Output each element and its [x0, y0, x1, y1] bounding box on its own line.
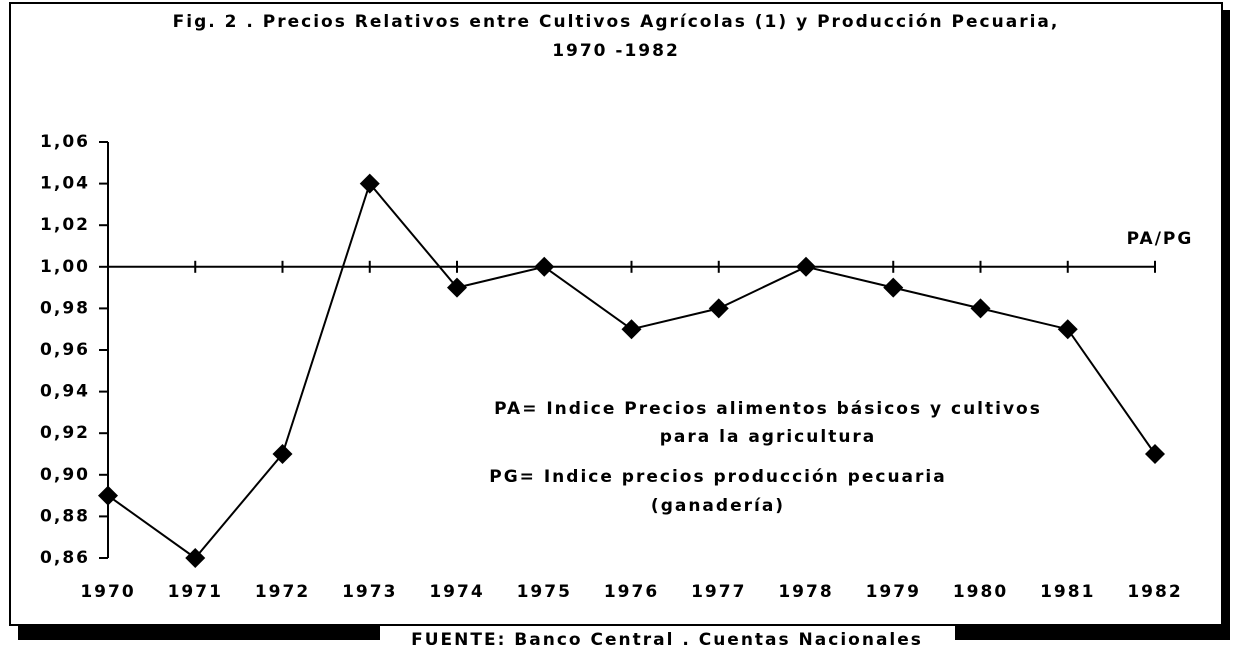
- y-tick-label: 1,04: [40, 174, 90, 194]
- source-gap: [380, 626, 955, 653]
- chart-title: 1970 -1982: [552, 41, 680, 61]
- x-tick-label: 1975: [517, 582, 572, 602]
- marker: [883, 277, 904, 298]
- x-tick-label: 1981: [1040, 582, 1095, 602]
- x-tick-label: 1972: [255, 582, 310, 602]
- annotation: PA= Indice Precios alimentos básicos y c…: [494, 399, 1042, 419]
- marker: [185, 548, 206, 568]
- annotation: (ganadería): [651, 496, 785, 516]
- y-tick-label: 0,90: [40, 465, 90, 485]
- x-tick-label: 1978: [778, 582, 833, 602]
- marker: [1057, 319, 1078, 340]
- x-tick-label: 1980: [953, 582, 1008, 602]
- marker: [796, 256, 816, 277]
- marker: [1145, 444, 1165, 464]
- y-tick-label: 1,02: [40, 215, 90, 235]
- marker: [534, 256, 555, 277]
- marker: [970, 298, 991, 319]
- series-label: PA/PG: [1127, 229, 1194, 249]
- x-tick-label: 1974: [429, 582, 484, 602]
- x-tick-label: 1973: [342, 582, 397, 602]
- x-tick-label: 1982: [1127, 582, 1182, 602]
- y-tick-label: 0,94: [40, 382, 90, 402]
- annotation: para la agricultura: [660, 427, 877, 447]
- x-tick-label: 1979: [866, 582, 921, 602]
- marker: [98, 485, 118, 506]
- marker: [621, 319, 642, 340]
- y-tick-label: 0,96: [40, 340, 90, 360]
- y-tick-label: 0,88: [40, 506, 90, 526]
- x-tick-label: 1976: [604, 582, 659, 602]
- marker: [272, 444, 293, 464]
- y-tick-label: 0,86: [40, 548, 90, 568]
- marker: [359, 173, 380, 194]
- annotation: PG= Indice precios producción pecuaria: [489, 467, 946, 487]
- frame: [9, 2, 1223, 626]
- x-tick-label: 1971: [168, 582, 223, 602]
- marker: [447, 277, 467, 298]
- x-tick-label: 1970: [80, 582, 135, 602]
- y-tick-label: 0,92: [40, 423, 90, 443]
- source: FUENTE: Banco Central . Cuentas Nacional…: [411, 630, 923, 650]
- marker: [708, 298, 729, 319]
- x-tick-label: 1977: [691, 582, 746, 602]
- y-tick-label: 1,00: [40, 257, 90, 277]
- y-tick-label: 1,06: [40, 132, 90, 152]
- y-tick-label: 0,98: [40, 298, 90, 318]
- chart-title: Fig. 2 . Precios Relativos entre Cultivo…: [173, 12, 1060, 32]
